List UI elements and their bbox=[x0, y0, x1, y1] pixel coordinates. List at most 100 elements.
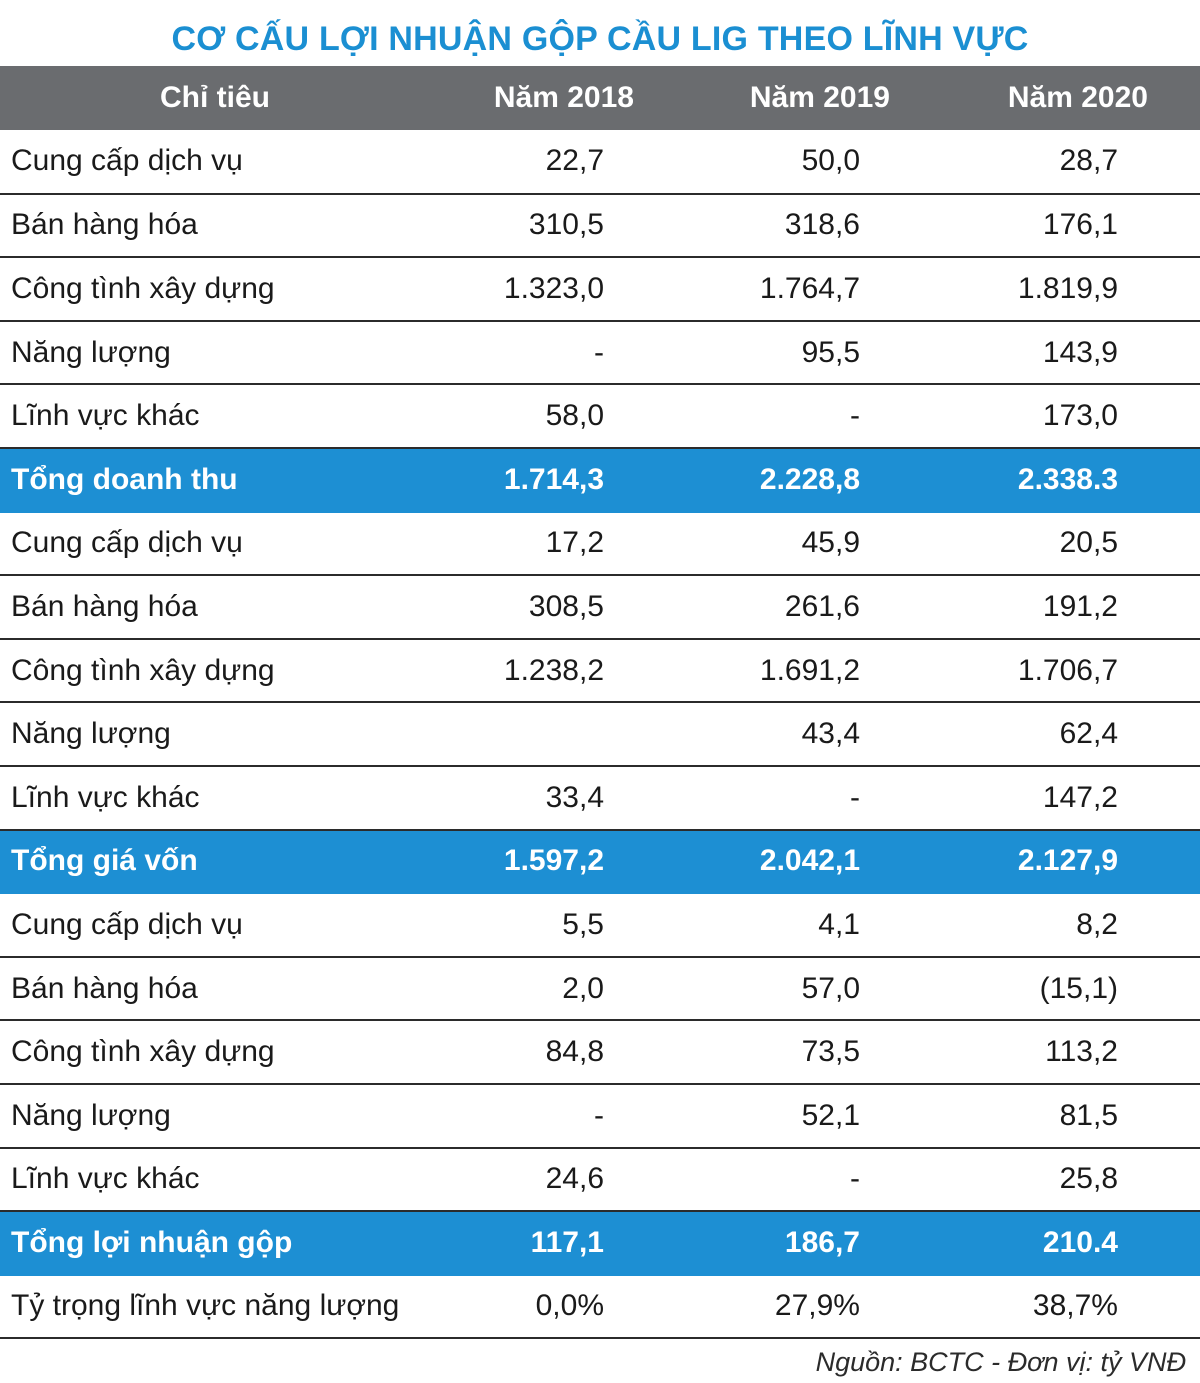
value-2020: 210.4 bbox=[1042, 1225, 1118, 1259]
row-label: Công tình xây dựng bbox=[11, 653, 275, 687]
value-2018: 308,5 bbox=[528, 589, 604, 623]
value-2018: 117,1 bbox=[530, 1225, 604, 1259]
value-2019: 57,0 bbox=[801, 971, 860, 1005]
row-label: Bán hàng hóa bbox=[11, 971, 198, 1005]
value-2018: 22,7 bbox=[545, 144, 604, 178]
table-row: Công tình xây dựng 84,8 73,5 113,2 bbox=[0, 1020, 1200, 1084]
value-2020: 2.127,9 bbox=[1017, 844, 1118, 878]
table-row: Tỷ trọng lĩnh vực năng lượng 0,0% 27,9% 38,… bbox=[0, 1275, 1200, 1339]
value-2018: 2,0 bbox=[562, 971, 604, 1005]
value-2019: 1.764,7 bbox=[759, 271, 860, 305]
value-2019: 4,1 bbox=[818, 907, 860, 941]
value-2020: 62,4 bbox=[1059, 717, 1118, 751]
value-2020: 191,2 bbox=[1042, 589, 1118, 623]
value-2020: 1.819,9 bbox=[1017, 271, 1118, 305]
value-2020: 1.706,7 bbox=[1017, 653, 1118, 687]
value-2019: 43,4 bbox=[801, 717, 860, 751]
value-2020: 2.338.3 bbox=[1017, 462, 1118, 496]
table-row: Cung cấp dịch vụ 17,2 45,9 20,5 bbox=[0, 512, 1200, 576]
table-header: Chỉ tiêu Năm 2018 Năm 2019 Năm 2020 bbox=[0, 66, 1200, 130]
row-label: Năng lượng bbox=[11, 335, 171, 369]
value-2020: 28,7 bbox=[1059, 144, 1118, 178]
profit-structure-table: Chỉ tiêu Năm 2018 Năm 2019 Năm 2020 Cung… bbox=[0, 66, 1200, 1339]
value-2020: 176,1 bbox=[1042, 208, 1118, 242]
value-2019: 318,6 bbox=[784, 208, 860, 242]
row-label: Cung cấp dịch vụ bbox=[11, 144, 243, 178]
table-row: Năng lượng - 52,1 81,5 bbox=[0, 1084, 1200, 1148]
value-2018: 84,8 bbox=[545, 1035, 604, 1069]
header-indicator: Chỉ tiêu bbox=[160, 81, 270, 114]
table-body: Cung cấp dịch vụ 22,7 50,0 28,7 Bán hàng hóa… bbox=[0, 130, 1200, 1339]
header-row: Chỉ tiêu Năm 2018 Năm 2019 Năm 2020 bbox=[0, 66, 1200, 130]
table-row: Lĩnh vực khác 58,0 - 173,0 bbox=[0, 384, 1200, 448]
value-2019: - bbox=[850, 780, 860, 814]
value-2019: 52,1 bbox=[801, 1098, 860, 1132]
value-2020: (15,1) bbox=[1039, 971, 1118, 1005]
value-2018: 17,2 bbox=[545, 526, 604, 560]
value-2018: 1.714,3 bbox=[503, 462, 604, 496]
table-row: Năng lượng - 95,5 143,9 bbox=[0, 321, 1200, 385]
value-2020: 8,2 bbox=[1076, 907, 1118, 941]
value-2020: 81,5 bbox=[1059, 1098, 1118, 1132]
value-2018: 58,0 bbox=[545, 399, 604, 433]
table-row: Công tình xây dựng 1.238,2 1.691,2 1.706,7 bbox=[0, 639, 1200, 703]
value-2018: 5,5 bbox=[562, 907, 604, 941]
row-label: Cung cấp dịch vụ bbox=[11, 907, 243, 941]
table-row: Công tình xây dựng 1.323,0 1.764,7 1.819,9 bbox=[0, 257, 1200, 321]
row-label: Tỷ trọng lĩnh vực năng lượng bbox=[11, 1289, 400, 1323]
value-2018: 0,0% bbox=[535, 1289, 604, 1323]
value-2018: 33,4 bbox=[545, 780, 604, 814]
row-label: Lĩnh vực khác bbox=[11, 780, 200, 814]
value-2019: - bbox=[850, 399, 860, 433]
value-2019: 186,7 bbox=[784, 1225, 860, 1259]
row-label: Bán hàng hóa bbox=[11, 208, 198, 242]
row-label: Năng lượng bbox=[11, 1098, 171, 1132]
table-row: Năng lượng 43,4 62,4 bbox=[0, 702, 1200, 766]
value-2020: 20,5 bbox=[1059, 526, 1118, 560]
value-2018: 24,6 bbox=[545, 1162, 604, 1196]
table-row: Bán hàng hóa 310,5 318,6 176,1 bbox=[0, 194, 1200, 258]
value-2019: 50,0 bbox=[801, 144, 860, 178]
value-2018: - bbox=[594, 335, 604, 369]
row-label: Lĩnh vực khác bbox=[11, 1162, 200, 1196]
header-year-2018: Năm 2018 bbox=[493, 81, 634, 114]
row-label: Bán hàng hóa bbox=[11, 589, 198, 623]
row-label: Tổng lợi nhuận gộp bbox=[11, 1225, 293, 1259]
value-2020: 147,2 bbox=[1042, 780, 1118, 814]
total-row: Tổng doanh thu 1.714,3 2.228,8 2.338.3 bbox=[0, 447, 1200, 512]
table-row: Bán hàng hóa 308,5 261,6 191,2 bbox=[0, 575, 1200, 639]
value-2018 bbox=[430, 702, 686, 766]
row-label: Cung cấp dịch vụ bbox=[11, 526, 243, 560]
row-label: Công tình xây dựng bbox=[11, 1035, 275, 1069]
value-2019: 45,9 bbox=[801, 526, 860, 560]
value-2019: 261,6 bbox=[784, 589, 860, 623]
table-row: Cung cấp dịch vụ 22,7 50,0 28,7 bbox=[0, 130, 1200, 194]
value-2019: 1.691,2 bbox=[759, 653, 860, 687]
row-label: Tổng giá vốn bbox=[11, 844, 198, 878]
row-label: Công tình xây dựng bbox=[11, 271, 275, 305]
total-row: Tổng lợi nhuận gộp 117,1 186,7 210.4 bbox=[0, 1211, 1200, 1275]
header-year-2019: Năm 2019 bbox=[749, 81, 890, 114]
value-2018: 310,5 bbox=[528, 208, 604, 242]
value-2019: 2.042,1 bbox=[759, 844, 860, 878]
header-year-2020: Năm 2020 bbox=[1007, 81, 1148, 114]
value-2018: 1.323,0 bbox=[503, 271, 604, 305]
table-row: Lĩnh vực khác 24,6 - 25,8 bbox=[0, 1148, 1200, 1212]
value-2019: 95,5 bbox=[801, 335, 860, 369]
value-2020: 113,2 bbox=[1045, 1035, 1118, 1069]
source-note: Nguồn: BCTC - Đơn vị: tỷ VNĐ bbox=[815, 1347, 1186, 1378]
total-row: Tổng giá vốn 1.597,2 2.042,1 2.127,9 bbox=[0, 829, 1200, 894]
value-2020: 173,0 bbox=[1042, 399, 1118, 433]
table-row: Lĩnh vực khác 33,4 - 147,2 bbox=[0, 766, 1200, 830]
table-row: Cung cấp dịch vụ 5,5 4,1 8,2 bbox=[0, 893, 1200, 957]
table-row: Bán hàng hóa 2,0 57,0 (15,1) bbox=[0, 957, 1200, 1021]
value-2020: 143,9 bbox=[1042, 335, 1118, 369]
value-2018: 1.597,2 bbox=[503, 844, 604, 878]
row-label: Lĩnh vực khác bbox=[11, 399, 200, 433]
value-2020: 38,7% bbox=[1032, 1289, 1118, 1323]
value-2018: - bbox=[594, 1098, 604, 1132]
value-2020: 25,8 bbox=[1059, 1162, 1118, 1196]
value-2019: 73,5 bbox=[801, 1035, 860, 1069]
row-label: Năng lượng bbox=[11, 717, 171, 751]
value-2019: 27,9% bbox=[774, 1289, 860, 1323]
